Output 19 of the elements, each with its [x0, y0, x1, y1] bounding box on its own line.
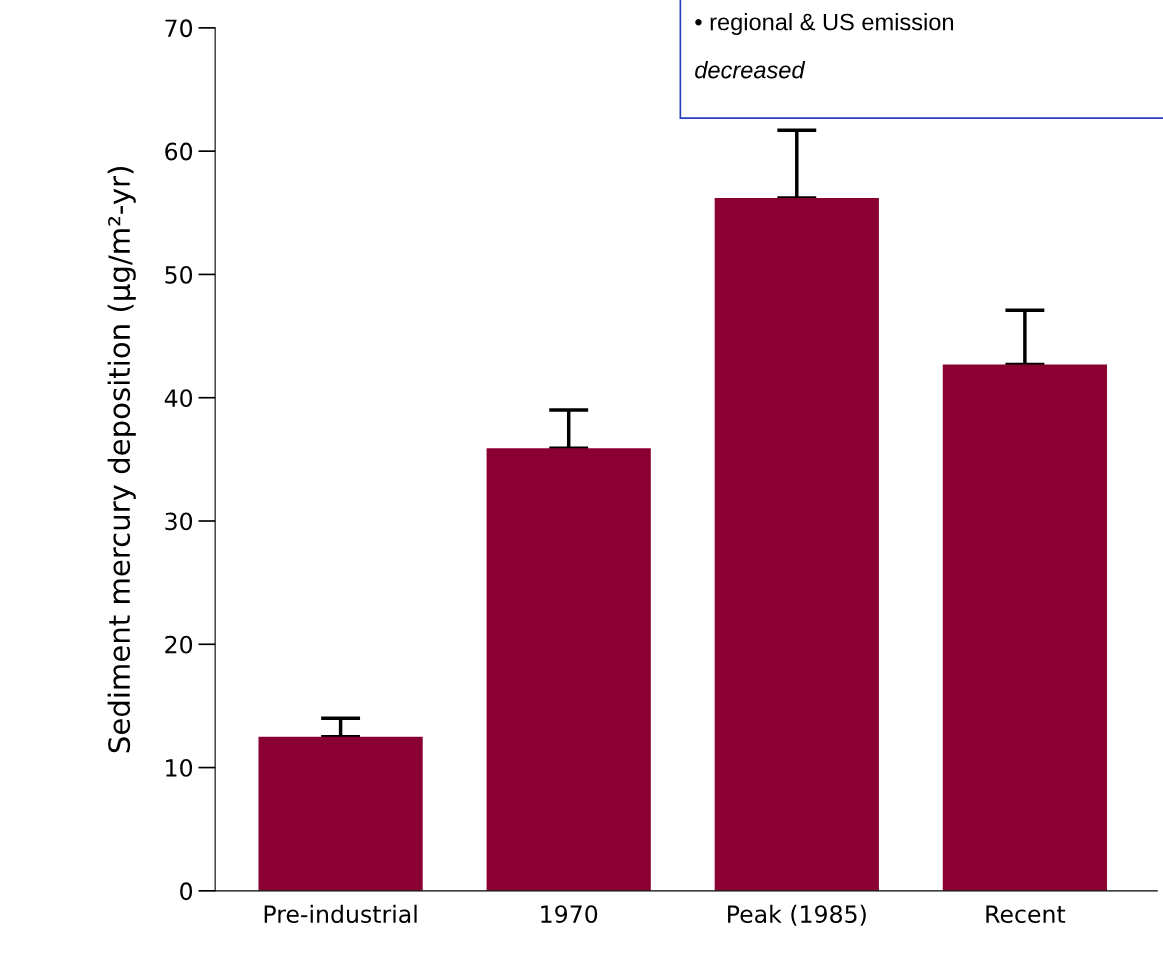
y-tick-label: 30 — [165, 512, 193, 531]
x-tick-label: Pre-industrial — [264, 904, 417, 924]
annotation: • regional & US emission — [695, 13, 954, 36]
y-tick-label: 70 — [165, 19, 193, 38]
bar — [714, 198, 879, 891]
x-tick-label: 1970 — [541, 905, 598, 924]
y-tick-label: 60 — [165, 142, 193, 161]
y-tick-label: 10 — [166, 759, 193, 777]
y-tick-label: 40 — [164, 389, 193, 408]
annotation: decreased — [695, 61, 806, 79]
bar — [942, 364, 1107, 891]
y-tick-label: 0 — [180, 882, 193, 901]
y-tick-label: 50 — [165, 265, 193, 284]
x-tick-label: Peak (1985) — [728, 904, 866, 926]
y-tick-label: 20 — [165, 635, 193, 654]
bar — [258, 736, 423, 891]
bar — [486, 448, 651, 891]
x-tick-label: Recent — [986, 905, 1066, 924]
y-axis-title: Sediment mercury deposition (μg/m²-yr) — [107, 167, 136, 753]
